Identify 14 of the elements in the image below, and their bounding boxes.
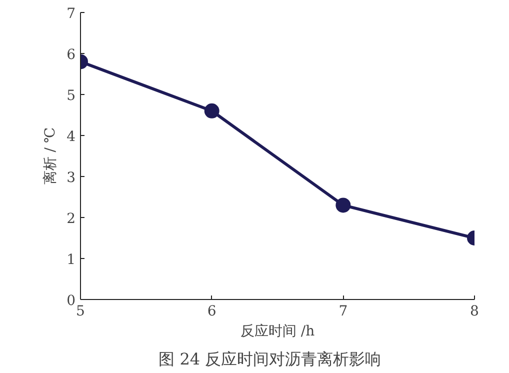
text: 图 24 反应时间对沥青离析影响 [158,350,382,368]
x-tick-label: 7 [338,304,348,320]
x-tick-label: 8 [470,304,479,320]
y-tick-label: 1 [66,252,76,268]
x-tick-label: 6 [207,304,216,320]
y-tick-label: 3 [66,170,76,186]
x-axis-title: 反应时间 /h [240,324,315,340]
y-tick-label: 7 [66,6,76,22]
y-tick-label: 6 [66,47,76,63]
y-tick-label: 4 [66,129,76,145]
y-tick-label: 0 [66,293,76,309]
y-tick-label: 5 [66,88,76,104]
y-tick-label: 2 [66,211,76,227]
y-axis-title: 离析 / ℃ [42,127,59,185]
